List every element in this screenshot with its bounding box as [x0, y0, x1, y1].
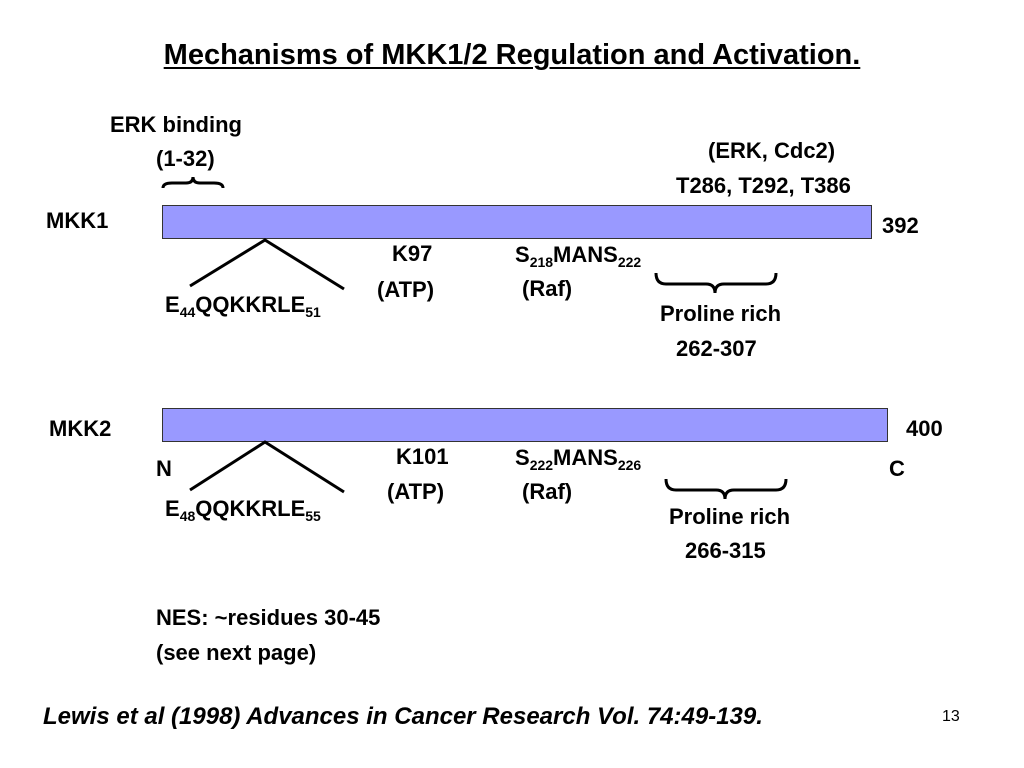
- mkk2-atp-note: (ATP): [387, 479, 445, 504]
- mkk1-phospho-kinases: (ERK, Cdc2): [708, 138, 836, 163]
- slide-title: Mechanisms of MKK1/2 Regulation and Acti…: [163, 39, 861, 71]
- citation: Lewis et al (1998) Advances in Cancer Re…: [43, 703, 763, 730]
- mkk1-atp-note: (ATP): [377, 277, 435, 302]
- mkk2-end-residue: 400: [906, 416, 943, 441]
- erk-binding-range: (1-32): [156, 146, 215, 171]
- mkk1-proline-range: 262-307: [676, 336, 757, 361]
- mkk2-proline-range: 266-315: [685, 538, 766, 563]
- mkk2-atp-residue: K101: [396, 444, 449, 469]
- mkk1-motif: E44QQKKRLE51: [165, 292, 321, 320]
- mkk2-motif: E48QQKKRLE55: [165, 496, 321, 524]
- mkk1-protein-bar: [162, 205, 872, 239]
- erk-binding-brace: [161, 176, 225, 189]
- mkk1-raf-site: S218MANS222: [515, 242, 642, 270]
- mkk1-raf-note: (Raf): [522, 276, 573, 301]
- mkk1-end-residue: 392: [882, 213, 919, 238]
- nes-line-1: NES: ~residues 30-45: [156, 605, 381, 630]
- mkk2-label: MKK2: [49, 416, 112, 441]
- erk-binding-label: ERK binding: [110, 112, 242, 137]
- mkk1-label: MKK1: [46, 208, 109, 233]
- mkk2-c-terminus: C: [889, 456, 905, 481]
- mkk2-n-terminus: N: [156, 456, 172, 481]
- mkk2-proline-label: Proline rich: [669, 504, 791, 529]
- mkk2-raf-site: S222MANS226: [515, 445, 642, 473]
- mkk1-motif-chevron: [189, 238, 345, 291]
- mkk2-motif-chevron: [189, 440, 345, 494]
- mkk1-phospho-sites: T286, T292, T386: [676, 173, 851, 198]
- mkk1-atp-residue: K97: [392, 241, 433, 266]
- nes-line-2: (see next page): [156, 640, 317, 665]
- mkk2-proline-brace: [664, 478, 788, 500]
- mkk1-proline-brace: [654, 272, 778, 294]
- mkk1-proline-label: Proline rich: [660, 301, 782, 326]
- mkk2-protein-bar: [162, 408, 888, 442]
- mkk2-raf-note: (Raf): [522, 479, 573, 504]
- page-number: 13: [942, 708, 960, 725]
